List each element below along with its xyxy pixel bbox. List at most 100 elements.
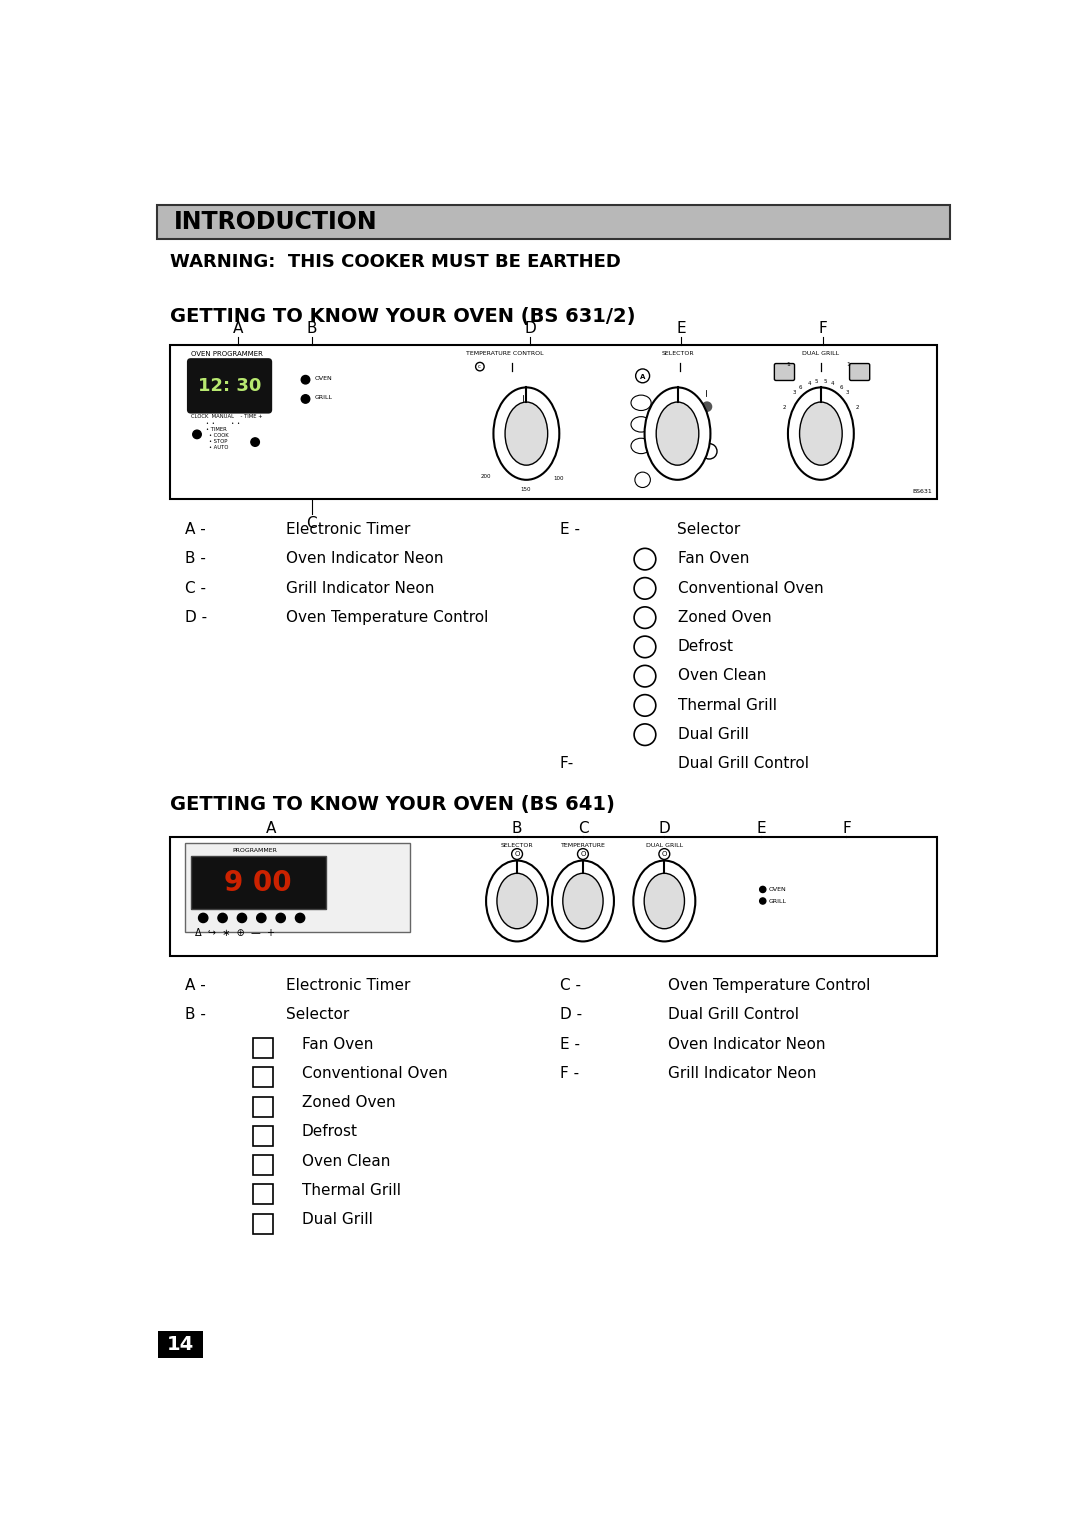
Ellipse shape [645, 388, 711, 480]
Text: 12: 30: 12: 30 [198, 377, 261, 394]
Circle shape [257, 914, 266, 923]
Text: Oven Indicator Neon: Oven Indicator Neon [286, 552, 444, 567]
Bar [159, 1331, 203, 1358]
Text: D -: D - [186, 610, 207, 625]
Text: Selector: Selector [677, 523, 741, 538]
Circle shape [251, 439, 259, 446]
Text: Grill Indicator Neon: Grill Indicator Neon [669, 1067, 816, 1080]
Ellipse shape [644, 874, 685, 929]
FancyBboxPatch shape [187, 358, 272, 414]
Text: Thermal Grill: Thermal Grill [677, 698, 777, 712]
Text: TEMPERATURE CONTROL: TEMPERATURE CONTROL [465, 351, 543, 356]
Circle shape [702, 402, 712, 411]
FancyBboxPatch shape [850, 364, 869, 380]
Text: 2: 2 [856, 405, 860, 410]
Text: PROGRAMMER: PROGRAMMER [232, 848, 278, 853]
Circle shape [192, 431, 201, 439]
Text: Conventional Oven: Conventional Oven [677, 581, 823, 596]
Text: E -: E - [559, 1036, 580, 1051]
Text: A -: A - [186, 523, 206, 538]
Ellipse shape [633, 860, 696, 941]
Text: F-: F- [559, 756, 573, 772]
Text: Selector: Selector [286, 1007, 349, 1022]
Circle shape [759, 886, 766, 892]
Text: OVEN: OVEN [768, 888, 786, 892]
Text: • AUTO: • AUTO [208, 445, 228, 451]
Text: Δ  ↪  ∗  ⊕  —  +: Δ ↪ ∗ ⊕ — + [195, 927, 275, 938]
Text: GETTING TO KNOW YOUR OVEN (BS 641): GETTING TO KNOW YOUR OVEN (BS 641) [170, 795, 615, 814]
Ellipse shape [552, 860, 613, 941]
Text: 14: 14 [167, 1335, 194, 1354]
Text: DUAL GRILL: DUAL GRILL [802, 351, 839, 356]
Text: C -: C - [559, 978, 581, 993]
Text: 6: 6 [839, 385, 842, 390]
Circle shape [218, 914, 227, 923]
Text: 4: 4 [808, 380, 811, 385]
Text: • TIMER: • TIMER [206, 426, 227, 432]
Text: GRILL: GRILL [314, 396, 333, 400]
Text: A: A [233, 321, 243, 336]
Text: E -: E - [559, 523, 580, 538]
Text: 200: 200 [481, 474, 491, 480]
Text: OVEN PROGRAMMER: OVEN PROGRAMMER [190, 351, 262, 358]
Text: Conventional Oven: Conventional Oven [301, 1067, 447, 1080]
Text: GETTING TO KNOW YOUR OVEN (BS 631/2): GETTING TO KNOW YOUR OVEN (BS 631/2) [170, 307, 635, 325]
Text: Fan Oven: Fan Oven [301, 1036, 373, 1051]
Bar [253, 1068, 273, 1088]
Text: F: F [842, 821, 851, 836]
Ellipse shape [657, 402, 699, 465]
Bar [191, 856, 326, 909]
Text: Dual Grill Control: Dual Grill Control [669, 1007, 799, 1022]
Ellipse shape [563, 874, 603, 929]
Text: Dual Grill: Dual Grill [677, 727, 748, 743]
Text: B: B [307, 321, 316, 336]
Text: F: F [819, 321, 827, 336]
Text: Oven Clean: Oven Clean [301, 1154, 390, 1169]
Text: SELECTOR: SELECTOR [661, 351, 693, 356]
Text: 150: 150 [521, 487, 531, 492]
Text: 100: 100 [554, 475, 564, 481]
Text: Grill Indicator Neon: Grill Indicator Neon [286, 581, 434, 596]
Text: 5: 5 [824, 379, 827, 384]
Text: E: E [676, 321, 686, 336]
Text: O: O [662, 851, 667, 857]
Text: c: c [477, 364, 481, 370]
Text: 6: 6 [799, 385, 802, 390]
Circle shape [199, 914, 207, 923]
Text: Defrost: Defrost [677, 639, 733, 654]
Circle shape [759, 898, 766, 905]
Text: Oven Clean: Oven Clean [677, 668, 766, 683]
Text: A -: A - [186, 978, 206, 993]
Ellipse shape [494, 388, 559, 480]
Text: Electronic Timer: Electronic Timer [286, 978, 410, 993]
Circle shape [301, 394, 310, 403]
Text: CLOCK  MANUAL    - TIME +: CLOCK MANUAL - TIME + [191, 414, 262, 419]
Text: BS631: BS631 [912, 489, 932, 495]
Text: A: A [266, 821, 275, 836]
Text: E: E [756, 821, 766, 836]
Text: D: D [525, 321, 536, 336]
Text: DUAL GRILL: DUAL GRILL [646, 843, 683, 848]
Circle shape [301, 376, 310, 384]
Text: 3: 3 [793, 390, 796, 394]
Text: GRILL: GRILL [768, 898, 786, 903]
Text: Oven Temperature Control: Oven Temperature Control [669, 978, 870, 993]
Text: B -: B - [186, 1007, 206, 1022]
FancyBboxPatch shape [774, 364, 795, 380]
Ellipse shape [486, 860, 548, 941]
Text: • COOK: • COOK [208, 432, 228, 439]
Text: Zoned Oven: Zoned Oven [677, 610, 771, 625]
Text: 1: 1 [846, 362, 850, 367]
Text: Oven Indicator Neon: Oven Indicator Neon [669, 1036, 826, 1051]
Text: A: A [640, 374, 646, 379]
Ellipse shape [497, 874, 537, 929]
Text: INTRODUCTION: INTRODUCTION [174, 209, 377, 234]
Bar [170, 837, 937, 957]
Text: D -: D - [559, 1007, 582, 1022]
Bar [253, 1126, 273, 1146]
Circle shape [238, 914, 246, 923]
FancyBboxPatch shape [157, 205, 950, 238]
Text: Dual Grill Control: Dual Grill Control [677, 756, 809, 772]
Text: B: B [512, 821, 523, 836]
Text: Dual Grill: Dual Grill [301, 1212, 373, 1227]
